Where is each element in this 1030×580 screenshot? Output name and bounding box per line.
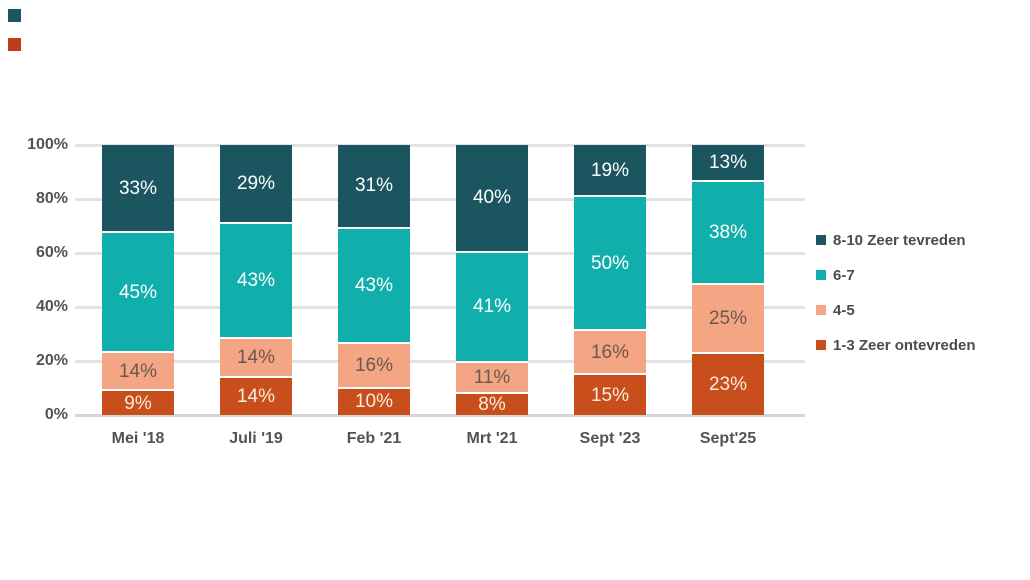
- segment-value-label: 8%: [478, 393, 506, 415]
- bar-segment-8-10 Zeer tevreden: 13%: [692, 145, 764, 182]
- segment-value-label: 25%: [708, 307, 748, 329]
- gridline-60: [75, 252, 805, 255]
- bar-segment-1-3 Zeer ontevreden: 14%: [220, 378, 292, 415]
- y-axis-label-100: 100%: [27, 136, 68, 153]
- bar-segment-4-5: 16%: [574, 331, 646, 376]
- bar-segment-4-5: 16%: [338, 344, 410, 389]
- bar-segment-8-10 Zeer tevreden: 33%: [102, 145, 174, 234]
- bar-segment-1-3 Zeer ontevreden: 9%: [102, 391, 174, 415]
- bar-segment-6-7: 43%: [220, 223, 292, 340]
- bar-segment-6-7: 43%: [338, 228, 410, 345]
- segment-value-label: 43%: [236, 269, 276, 291]
- segment-value-label: 16%: [590, 341, 630, 363]
- y-axis-label-80: 80%: [35, 190, 68, 207]
- y-axis-label-20: 20%: [35, 352, 68, 369]
- segment-value-label: 40%: [472, 187, 512, 209]
- bar-segment-4-5: 11%: [456, 362, 528, 394]
- x-axis-label-Sept'25: Sept'25: [699, 430, 757, 447]
- bar-segment-4-5: 14%: [102, 352, 174, 392]
- gridline-40: [75, 306, 805, 309]
- segment-value-label: 45%: [118, 281, 158, 303]
- bar-segment-1-3 Zeer ontevreden: 8%: [456, 393, 528, 415]
- segment-value-label: 10%: [354, 391, 394, 413]
- bar-Feb '21: 31% 43% 16% 10%: [338, 145, 410, 415]
- legend-swatch-icon: [816, 235, 826, 245]
- segment-value-label: 41%: [472, 296, 512, 318]
- legend-swatch-icon: [816, 340, 826, 350]
- legend-swatch-icon: [816, 305, 826, 315]
- gridline-20: [75, 360, 805, 363]
- bar-segment-8-10 Zeer tevreden: 29%: [220, 145, 292, 224]
- bar-segment-8-10 Zeer tevreden: 40%: [456, 145, 528, 253]
- stray-swatch-red: [8, 38, 21, 51]
- legend-label: 4-5: [833, 301, 855, 319]
- bar-segment-4-5: 14%: [220, 339, 292, 379]
- bar-Mrt '21: 40% 41% 11% 8%: [456, 145, 528, 415]
- y-axis-label-60: 60%: [35, 244, 68, 261]
- bar-segment-6-7: 38%: [692, 181, 764, 285]
- legend-label: 1-3 Zeer ontevreden: [833, 336, 976, 354]
- legend-item-8-10 Zeer tevreden: 8-10 Zeer tevreden: [816, 229, 976, 251]
- segment-value-label: 50%: [590, 252, 630, 274]
- x-axis-label-Juli '19: Juli '19: [229, 430, 283, 447]
- segment-value-label: 14%: [236, 347, 276, 369]
- bar-segment-6-7: 50%: [574, 197, 646, 332]
- legend-swatch-icon: [816, 270, 826, 280]
- gridline-100: [75, 144, 805, 147]
- x-axis-label-Sept '23: Sept '23: [579, 430, 641, 447]
- segment-value-label: 23%: [708, 373, 748, 395]
- bar-segment-8-10 Zeer tevreden: 19%: [574, 145, 646, 198]
- x-axis-label-Mei '18: Mei '18: [111, 430, 165, 447]
- legend-item-6-7: 6-7: [816, 264, 976, 286]
- segment-value-label: 31%: [354, 175, 394, 197]
- y-axis-label-0: 0%: [44, 406, 68, 423]
- segment-value-label: 29%: [236, 172, 276, 194]
- segment-value-label: 9%: [124, 392, 152, 414]
- segment-value-label: 14%: [236, 386, 276, 407]
- bar-Sept'25: 13% 38% 25% 23%: [692, 145, 764, 415]
- legend-label: 8-10 Zeer tevreden: [833, 231, 966, 249]
- legend-item-4-5: 4-5: [816, 299, 976, 321]
- segment-value-label: 38%: [708, 221, 748, 243]
- stray-swatch-dark-teal: [8, 9, 21, 22]
- segment-value-label: 16%: [354, 354, 394, 376]
- segment-value-label: 19%: [590, 159, 630, 181]
- bar-Juli '19: 29% 43% 14% 14%: [220, 145, 292, 415]
- bar-segment-8-10 Zeer tevreden: 31%: [338, 145, 410, 229]
- legend-label: 6-7: [833, 266, 855, 284]
- chart-legend: 8-10 Zeer tevreden 6-7 4-5 1-3 Zeer ontevre…: [816, 229, 976, 356]
- segment-value-label: 11%: [473, 366, 511, 388]
- gridline-80: [75, 198, 805, 201]
- legend-item-1-3 Zeer ontevreden: 1-3 Zeer ontevreden: [816, 334, 976, 356]
- segment-value-label: 14%: [118, 360, 158, 382]
- bar-segment-1-3 Zeer ontevreden: 23%: [692, 353, 764, 415]
- bar-segment-1-3 Zeer ontevreden: 15%: [574, 375, 646, 415]
- bar-Mei '18: 33% 45% 14% 9%: [102, 145, 174, 415]
- bar-segment-1-3 Zeer ontevreden: 10%: [338, 388, 410, 415]
- gridline-0: [75, 414, 805, 417]
- x-axis-label-Mrt '21: Mrt '21: [466, 430, 518, 447]
- segment-value-label: 43%: [354, 275, 394, 297]
- bar-segment-6-7: 41%: [456, 252, 528, 363]
- bar-segment-6-7: 45%: [102, 233, 174, 353]
- y-axis-label-40: 40%: [35, 298, 68, 315]
- bar-Sept '23: 19% 50% 16% 15%: [574, 145, 646, 415]
- x-axis-label-Feb '21: Feb '21: [346, 430, 402, 447]
- segment-value-label: 15%: [590, 384, 630, 406]
- segment-value-label: 33%: [118, 177, 158, 199]
- segment-value-label: 13%: [708, 151, 748, 173]
- bar-segment-4-5: 25%: [692, 285, 764, 354]
